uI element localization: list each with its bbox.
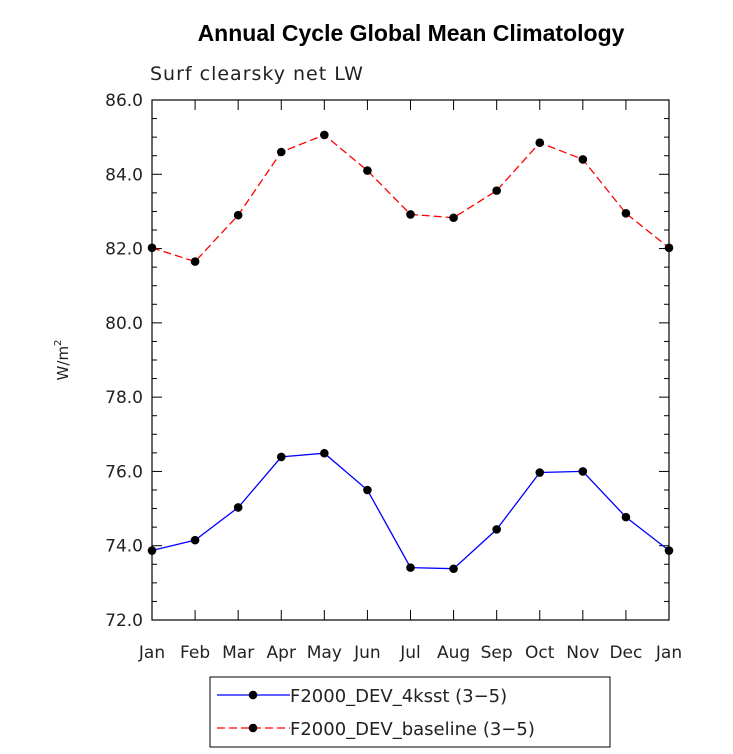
series-2-point (147, 243, 157, 253)
x-tick-label: Nov (566, 643, 599, 663)
x-tick-label: Jan (138, 643, 165, 663)
series-1-point (578, 467, 588, 476)
y-axis-label: W/m2 (53, 340, 72, 381)
x-tick-label: Mar (222, 643, 254, 663)
chart-subtitle: Surf clearsky net LW (150, 63, 364, 85)
series-2-point (621, 208, 631, 218)
x-tick-label: Apr (267, 643, 296, 663)
series-layer (147, 130, 674, 574)
y-axis-label-text: W/m (54, 346, 72, 381)
series-2-point (535, 138, 545, 148)
series-1-point (320, 448, 329, 458)
y-tick-label: 78.0 (105, 388, 143, 408)
x-tick-label: May (307, 643, 342, 663)
series-1-point (406, 563, 415, 572)
plot-area (151, 99, 670, 621)
series-2-point (406, 210, 415, 219)
series-1-point (621, 512, 631, 522)
series-1-point (363, 485, 372, 495)
series-1-point (535, 468, 545, 477)
series-2-point (449, 213, 458, 223)
x-axis: Jan Feb Mar Apr May Jun Jul Aug Sep Oct Nov Dec Jan (138, 100, 682, 663)
y-axis-label-superscript: 2 (53, 340, 64, 346)
x-tick-label: Aug (437, 643, 470, 663)
series-1-point (276, 452, 286, 462)
legend-box (209, 676, 611, 748)
y-tick-label: 76.0 (105, 462, 143, 482)
series-2-point (233, 210, 243, 220)
series-2-point (492, 186, 501, 195)
legend-items: F2000_DEV_4ksst (3−5) F2000_DEV_baseline … (217, 686, 535, 740)
y-tick-label: 86.0 (105, 91, 143, 111)
x-tick-label: Oct (525, 643, 555, 663)
series-1-point (492, 525, 501, 534)
legend-marker-2 (248, 723, 258, 733)
x-tick-label: Dec (609, 643, 642, 663)
series-1-point (147, 546, 157, 555)
series-1-point (664, 546, 674, 555)
y-tick-label: 84.0 (105, 165, 143, 185)
y-tick-label: 72.0 (105, 611, 143, 631)
legend-label-2: F2000_DEV_baseline (3−5) (290, 719, 535, 740)
x-tick-label: Jan (655, 643, 682, 663)
series-2-point (276, 147, 286, 157)
series-1-point (190, 535, 200, 545)
legend-marker-1 (248, 690, 258, 700)
y-tick-label: 80.0 (105, 314, 143, 334)
x-tick-label: Feb (180, 643, 210, 663)
x-tick-label: Jul (399, 643, 421, 663)
series-line-1 (151, 452, 670, 570)
series-2-point (578, 155, 588, 164)
x-tick-label: Jun (353, 643, 381, 663)
y-tick-label: 74.0 (105, 537, 143, 557)
series-2-point (363, 166, 372, 175)
legend-label-1: F2000_DEV_4ksst (3−5) (290, 686, 507, 707)
chart-title: Annual Cycle Global Mean Climatology (198, 20, 625, 46)
series-2-point (190, 257, 200, 266)
legend: F2000_DEV_4ksst (3−5) F2000_DEV_baseline … (209, 676, 611, 748)
x-tick-label: Sep (481, 643, 513, 663)
series-2-point (664, 243, 674, 253)
y-axis: 72.0 74.0 76.0 78.0 80.0 82.0 84.0 86.0 (105, 91, 669, 631)
series-2-point (320, 130, 329, 140)
y-tick-label: 82.0 (105, 240, 143, 260)
series-1-point (233, 503, 243, 512)
series-line-2 (151, 134, 670, 263)
series-1-point (449, 564, 458, 574)
